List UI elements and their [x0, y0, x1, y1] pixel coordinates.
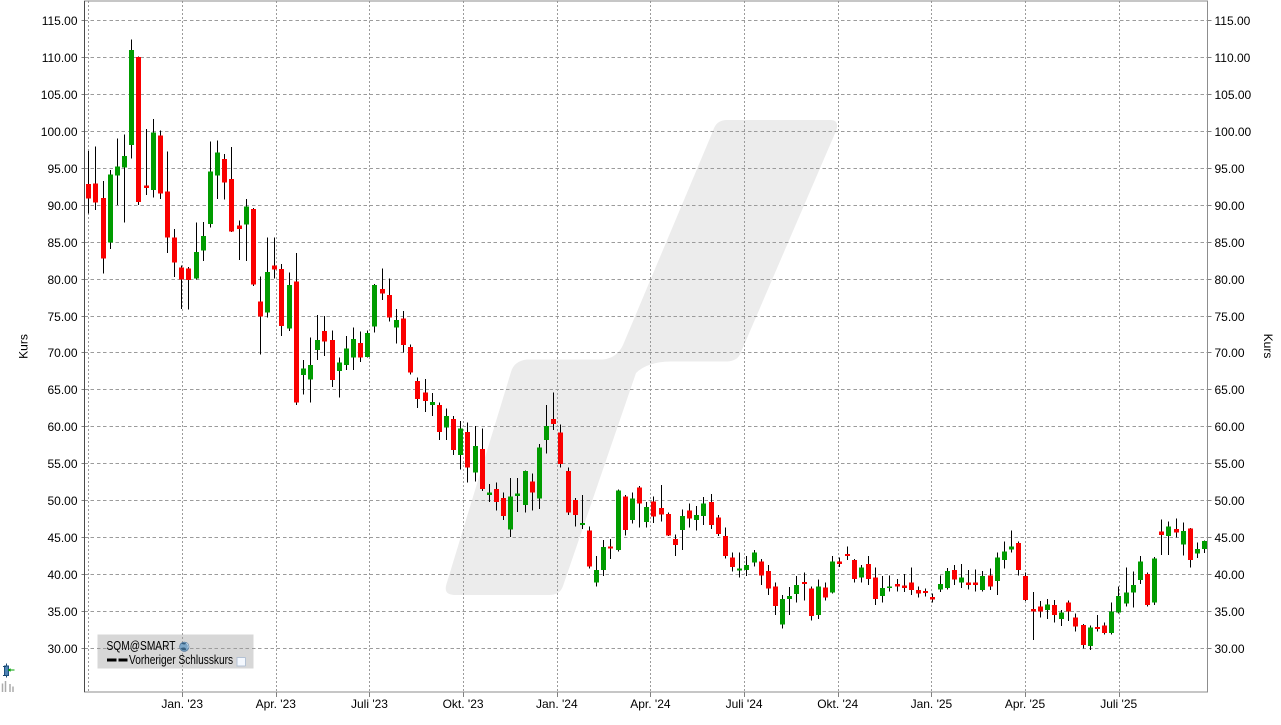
svg-text:105.00: 105.00 [41, 88, 78, 102]
svg-text:Juli '24: Juli '24 [726, 697, 763, 711]
svg-text:100.00: 100.00 [1215, 125, 1252, 139]
svg-text:75.00: 75.00 [47, 310, 77, 324]
svg-text:40.00: 40.00 [1215, 568, 1245, 582]
svg-text:Okt. '23: Okt. '23 [443, 697, 484, 711]
svg-text:100.00: 100.00 [41, 125, 78, 139]
svg-text:35.00: 35.00 [47, 605, 77, 619]
svg-text:110.00: 110.00 [42, 51, 78, 65]
svg-text:Jan. '25: Jan. '25 [911, 697, 953, 711]
svg-text:85.00: 85.00 [47, 236, 77, 250]
svg-text:90.00: 90.00 [1215, 199, 1245, 213]
svg-text:40.00: 40.00 [47, 568, 77, 582]
svg-text:115.00: 115.00 [1215, 14, 1251, 28]
svg-text:80.00: 80.00 [1215, 273, 1245, 287]
svg-text:110.00: 110.00 [1215, 51, 1251, 65]
svg-text:Jan. '23: Jan. '23 [161, 697, 203, 711]
svg-text:55.00: 55.00 [1215, 457, 1245, 471]
svg-text:55.00: 55.00 [47, 457, 77, 471]
svg-text:65.00: 65.00 [47, 383, 77, 397]
svg-text:Vorheriger Schlusskurs: Vorheriger Schlusskurs [129, 652, 233, 667]
svg-text:Juli '23: Juli '23 [351, 697, 388, 711]
svg-text:45.00: 45.00 [47, 531, 77, 545]
svg-text:45.00: 45.00 [1215, 531, 1245, 545]
svg-text:80.00: 80.00 [47, 273, 77, 287]
svg-text:Kurs: Kurs [1261, 334, 1275, 359]
svg-text:95.00: 95.00 [1215, 162, 1245, 176]
svg-text:Kurs: Kurs [17, 334, 31, 359]
svg-text:70.00: 70.00 [47, 346, 77, 360]
svg-text:Apr. '25: Apr. '25 [1005, 697, 1046, 711]
svg-text:90.00: 90.00 [47, 199, 77, 213]
svg-text:35.00: 35.00 [1215, 605, 1245, 619]
svg-text:70.00: 70.00 [1215, 346, 1245, 360]
svg-text:50.00: 50.00 [47, 494, 77, 508]
svg-text:50.00: 50.00 [1215, 494, 1245, 508]
svg-text:115.00: 115.00 [42, 14, 78, 28]
svg-text:105.00: 105.00 [1215, 88, 1252, 102]
svg-text:60.00: 60.00 [47, 420, 77, 434]
svg-text:SQM@SMART: SQM@SMART [107, 638, 176, 653]
svg-text:75.00: 75.00 [1215, 310, 1245, 324]
svg-text:Apr. '24: Apr. '24 [630, 697, 671, 711]
svg-text:60.00: 60.00 [1215, 420, 1245, 434]
svg-text:Okt. '24: Okt. '24 [817, 697, 858, 711]
svg-text:65.00: 65.00 [1215, 383, 1245, 397]
svg-text:Jan. '24: Jan. '24 [536, 697, 578, 711]
svg-text:30.00: 30.00 [1215, 642, 1245, 656]
svg-text:30.00: 30.00 [47, 642, 77, 656]
svg-text:85.00: 85.00 [1215, 236, 1245, 250]
svg-text:95.00: 95.00 [47, 162, 77, 176]
svg-text:Juli '25: Juli '25 [1100, 697, 1137, 711]
svg-text:Apr. '23: Apr. '23 [256, 697, 297, 711]
